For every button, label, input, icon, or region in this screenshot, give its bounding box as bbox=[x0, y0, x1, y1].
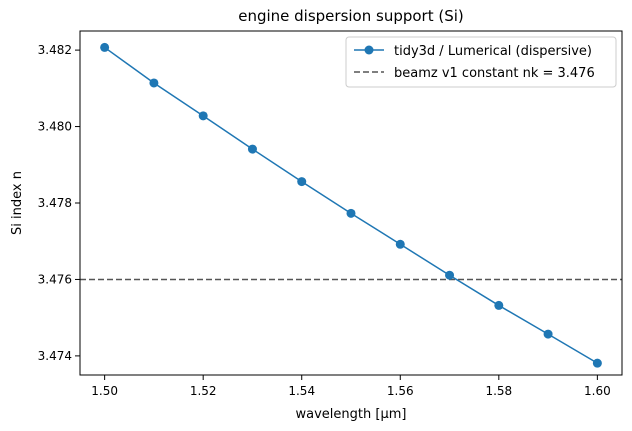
data-point bbox=[395, 239, 405, 249]
x-tick-label: 1.60 bbox=[584, 384, 611, 398]
y-tick-label: 3.476 bbox=[38, 272, 72, 286]
data-point bbox=[247, 144, 257, 154]
data-point bbox=[592, 358, 602, 368]
x-tick-label: 1.54 bbox=[288, 384, 315, 398]
y-tick-label: 3.480 bbox=[38, 120, 72, 134]
x-tick-label: 1.56 bbox=[387, 384, 414, 398]
data-point bbox=[100, 42, 110, 52]
data-point bbox=[297, 177, 307, 187]
legend-frame bbox=[345, 36, 617, 88]
axes: 1.50 1.52 1.54 1.56 1.58 1.60 3.474 3.476 3.478 3… bbox=[38, 43, 611, 398]
y-axis-label: Si index n bbox=[10, 171, 25, 235]
plot-area bbox=[80, 42, 622, 368]
data-point bbox=[149, 78, 159, 88]
y-tick-label: 3.482 bbox=[38, 43, 72, 57]
data-point bbox=[445, 270, 455, 280]
chart-title: engine dispersion support (Si) bbox=[238, 7, 464, 25]
legend-series-label: tidy3d / Lumerical (dispersive) bbox=[394, 44, 592, 59]
x-tick-label: 1.58 bbox=[485, 384, 512, 398]
data-point bbox=[543, 329, 553, 339]
x-tick-label: 1.52 bbox=[190, 384, 217, 398]
legend-reference-label: beamz v1 constant nk = 3.476 bbox=[394, 66, 595, 81]
data-point bbox=[346, 208, 356, 218]
legend: tidy3d / Lumerical (dispersive) beamz v1… bbox=[345, 36, 617, 88]
x-axis-label: wavelength [µm] bbox=[296, 407, 407, 422]
y-tick-label: 3.478 bbox=[38, 196, 72, 210]
data-point bbox=[494, 300, 504, 310]
y-tick-label: 3.474 bbox=[38, 349, 72, 363]
data-point bbox=[198, 111, 208, 121]
legend-series-marker bbox=[364, 45, 374, 55]
x-tick-label: 1.50 bbox=[91, 384, 118, 398]
